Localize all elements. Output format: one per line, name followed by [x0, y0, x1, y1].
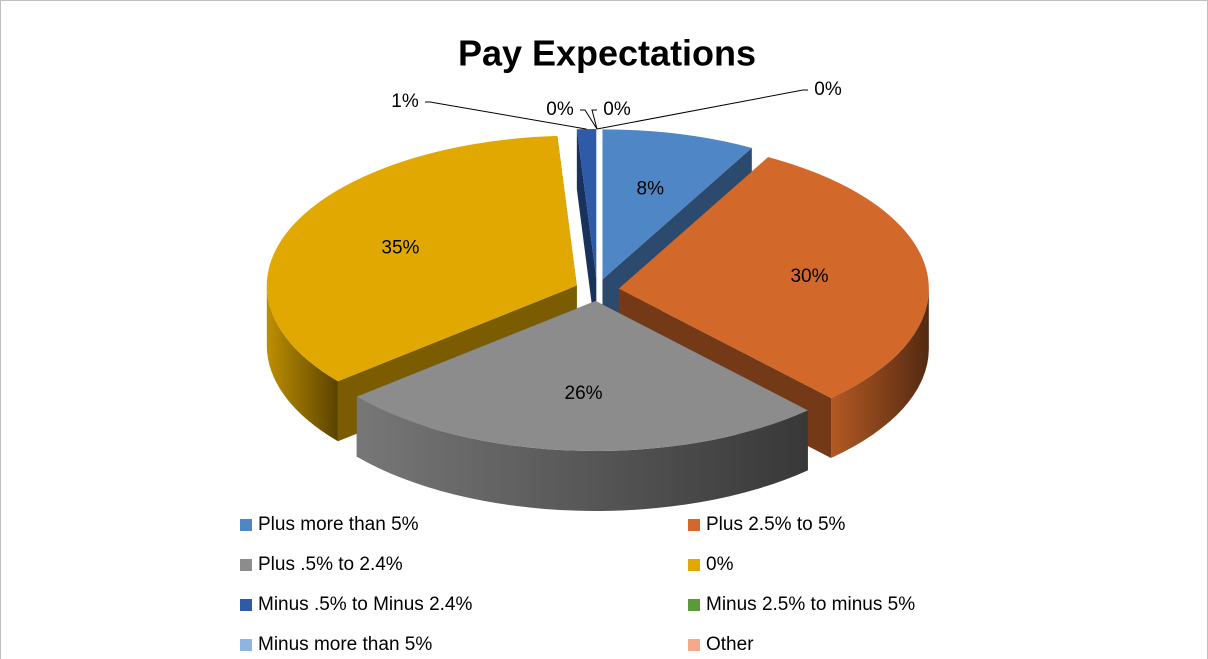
- slice-wall: [831, 288, 929, 458]
- data-label: 8%: [637, 178, 665, 199]
- legend-swatch: [240, 559, 252, 571]
- slice-top: [356, 300, 808, 451]
- slice-side: [576, 129, 597, 340]
- slice-top: [576, 129, 597, 280]
- leader-line: [580, 109, 598, 130]
- slice: [356, 300, 808, 511]
- data-label: 0%: [603, 99, 631, 120]
- leader-line: [596, 89, 808, 130]
- chart-title: Pay Expectations: [458, 33, 756, 74]
- data-label: 1%: [391, 91, 419, 112]
- legend-label: Minus 2.5% to minus 5%: [706, 594, 915, 615]
- data-label: 35%: [381, 238, 419, 259]
- legend-swatch: [688, 519, 700, 531]
- data-label: 26%: [565, 383, 603, 404]
- legend-swatch: [688, 559, 700, 571]
- legend-swatch: [240, 599, 252, 611]
- leader-line: [425, 101, 587, 130]
- legend-swatch: [240, 519, 252, 531]
- data-label: 0%: [814, 79, 842, 100]
- data-label: 0%: [546, 99, 574, 120]
- legend-label: Plus more than 5%: [258, 514, 419, 535]
- leader-line: [591, 109, 598, 130]
- legend-label: 0%: [706, 554, 734, 575]
- legend-label: Minus more than 5%: [258, 634, 432, 655]
- legend-label: Plus 2.5% to 5%: [706, 514, 846, 535]
- slice-wall: [356, 396, 808, 511]
- slice-top: [266, 135, 577, 382]
- slice-top: [602, 129, 752, 280]
- slice: [576, 129, 597, 340]
- legend-label: Other: [706, 634, 754, 655]
- legend-swatch: [688, 599, 700, 611]
- legend-label: Minus .5% to Minus 2.4%: [258, 594, 472, 615]
- legend-label: Plus .5% to 2.4%: [258, 554, 403, 575]
- legend-swatch: [240, 639, 252, 651]
- slice-wall: [266, 285, 338, 442]
- slice-top: [618, 157, 929, 398]
- legend-swatch: [688, 639, 700, 651]
- data-label: 30%: [790, 266, 828, 287]
